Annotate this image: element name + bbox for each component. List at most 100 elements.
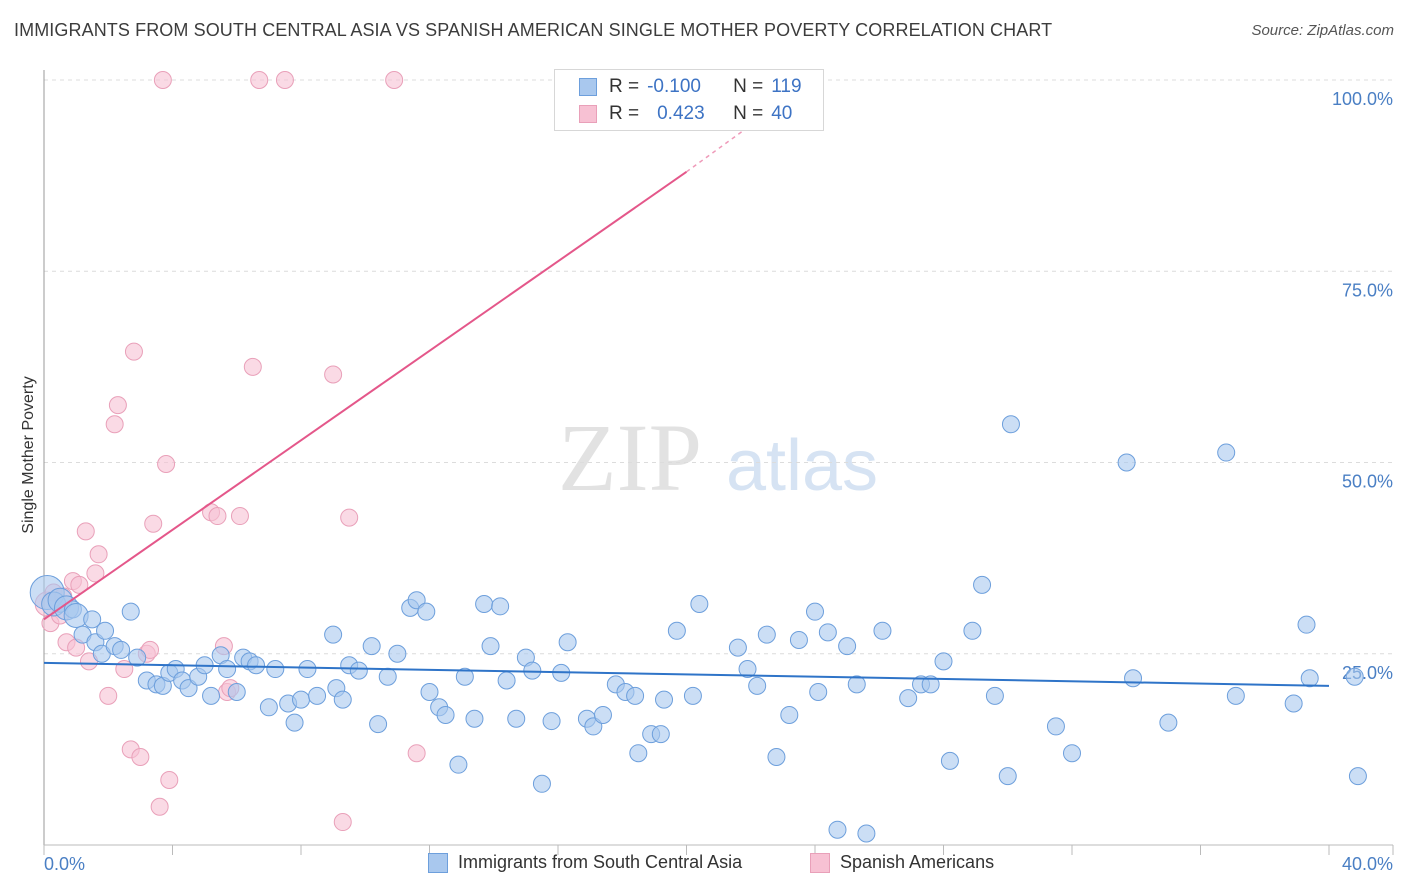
- data-point-south-central-asia: [1046, 717, 1065, 736]
- data-point-south-central-asia: [292, 690, 310, 709]
- trend-line-south-central-asia: [43, 661, 1330, 687]
- data-point-south-central-asia: [921, 675, 940, 694]
- data-point-south-central-asia: [542, 712, 561, 731]
- data-point-spanish-americans: [243, 357, 262, 376]
- trend-lines: [43, 117, 1330, 687]
- data-point-south-central-asia: [266, 660, 285, 679]
- data-point-south-central-asia: [593, 705, 612, 724]
- legend-item-south-central-asia[interactable]: Immigrants from South Central Asia: [428, 852, 742, 873]
- data-point-south-central-asia: [1345, 667, 1364, 686]
- data-point-south-central-asia: [121, 602, 140, 621]
- data-point-south-central-asia: [436, 705, 455, 724]
- legend-label-south-central-asia: Immigrants from South Central Asia: [458, 852, 743, 872]
- data-point-south-central-asia: [767, 748, 786, 767]
- y-axis-label: Single Mother Poverty: [20, 376, 37, 533]
- data-point-south-central-asia: [847, 675, 866, 694]
- legend-n-label-2: N =: [733, 103, 764, 124]
- data-point-south-central-asia: [558, 633, 577, 652]
- data-point-south-central-asia: [417, 602, 436, 621]
- data-point-south-central-asia: [1284, 694, 1303, 713]
- data-point-spanish-americans: [157, 455, 176, 474]
- data-point-south-central-asia: [96, 621, 115, 640]
- data-point-south-central-asia: [259, 698, 278, 717]
- watermark: ZIP atlas: [558, 404, 878, 511]
- data-point-south-central-asia: [507, 709, 526, 728]
- x-ticks: [43, 845, 1394, 855]
- data-point-spanish-americans: [324, 365, 343, 384]
- correlation-legend: R = -0.100 N = 119 R = 0.423 N = 40: [554, 69, 824, 131]
- data-point-south-central-asia: [899, 689, 918, 708]
- data-point-south-central-asia: [934, 652, 953, 671]
- data-point-south-central-asia: [83, 610, 102, 629]
- data-point-spanish-americans: [144, 514, 163, 533]
- data-point-south-central-asia: [420, 683, 439, 701]
- data-point-south-central-asia: [285, 713, 304, 732]
- watermark-atlas: atlas: [726, 426, 878, 506]
- data-point-south-central-asia: [128, 648, 147, 667]
- legend-r-label-1: R =: [609, 76, 640, 97]
- data-point-south-central-asia: [1001, 415, 1020, 434]
- data-point-south-central-asia: [838, 637, 857, 656]
- data-point-south-central-asia: [655, 690, 674, 709]
- data-point-south-central-asia: [738, 660, 757, 679]
- source-label: Source: ZipAtlas.com: [1251, 22, 1394, 39]
- data-point-south-central-asia: [465, 709, 484, 728]
- data-point-south-central-asia: [584, 717, 603, 736]
- x-tick-label-max: 40.0%: [1342, 854, 1393, 874]
- data-point-spanish-americans: [70, 575, 89, 594]
- data-point-south-central-asia: [388, 644, 407, 663]
- data-point-south-central-asia: [218, 660, 237, 679]
- data-point-spanish-americans: [108, 396, 127, 415]
- data-point-south-central-asia: [998, 767, 1017, 786]
- data-point-south-central-asia: [780, 705, 799, 724]
- data-point-spanish-americans: [407, 744, 426, 763]
- data-point-south-central-asia: [481, 637, 500, 656]
- legend-swatch-south-central-asia: [428, 852, 448, 873]
- y-tick-label: 75.0%: [1342, 280, 1393, 300]
- data-point-spanish-americans: [99, 686, 118, 705]
- data-point-south-central-asia: [873, 621, 892, 640]
- data-point-south-central-asia: [1217, 443, 1236, 462]
- data-point-south-central-asia: [1300, 669, 1319, 688]
- data-point-spanish-americans: [230, 507, 249, 526]
- data-point-spanish-americans: [340, 508, 359, 527]
- data-point-spanish-americans: [124, 342, 143, 361]
- data-point-south-central-asia: [532, 774, 551, 793]
- data-point-south-central-asia: [828, 820, 847, 839]
- legend-item-spanish-americans[interactable]: Spanish Americans: [810, 852, 994, 873]
- data-point-south-central-asia: [349, 661, 368, 680]
- legend-row-series1: R = -0.100 N = 119: [579, 75, 802, 99]
- data-point-south-central-asia: [748, 676, 767, 695]
- chart-title: IMMIGRANTS FROM SOUTH CENTRAL ASIA VS SP…: [14, 20, 1053, 40]
- data-point-south-central-asia: [1117, 453, 1136, 472]
- data-point-south-central-asia: [757, 625, 776, 644]
- data-point-south-central-asia: [806, 602, 824, 621]
- data-point-south-central-asia: [324, 625, 343, 644]
- data-point-south-central-asia: [728, 638, 747, 657]
- data-point-south-central-asia: [963, 621, 982, 640]
- y-tick-label: 50.0%: [1342, 472, 1393, 492]
- series-spanish-americans: [34, 71, 426, 832]
- data-point-spanish-americans: [250, 71, 269, 89]
- data-point-south-central-asia: [690, 595, 709, 614]
- legend-r-value-2: 0.423: [657, 103, 705, 124]
- data-point-south-central-asia: [857, 824, 876, 843]
- data-point-south-central-asia: [179, 679, 198, 698]
- data-point-south-central-asia: [449, 755, 468, 774]
- data-point-spanish-americans: [86, 564, 105, 583]
- data-point-south-central-asia: [940, 751, 959, 770]
- data-point-spanish-americans: [150, 797, 169, 816]
- data-point-south-central-asia: [985, 686, 1004, 705]
- data-point-south-central-asia: [789, 630, 808, 649]
- legend-n-label-1: N =: [733, 76, 764, 97]
- data-point-spanish-americans: [160, 770, 179, 789]
- watermark-zip: ZIP: [558, 404, 702, 511]
- data-point-south-central-asia: [298, 660, 317, 679]
- data-point-south-central-asia: [378, 667, 397, 686]
- data-point-south-central-asia: [626, 686, 645, 705]
- data-point-south-central-asia: [973, 575, 992, 594]
- data-point-south-central-asia: [333, 690, 352, 709]
- legend-r-value-1: -0.100: [647, 76, 701, 97]
- data-point-spanish-americans: [333, 813, 352, 832]
